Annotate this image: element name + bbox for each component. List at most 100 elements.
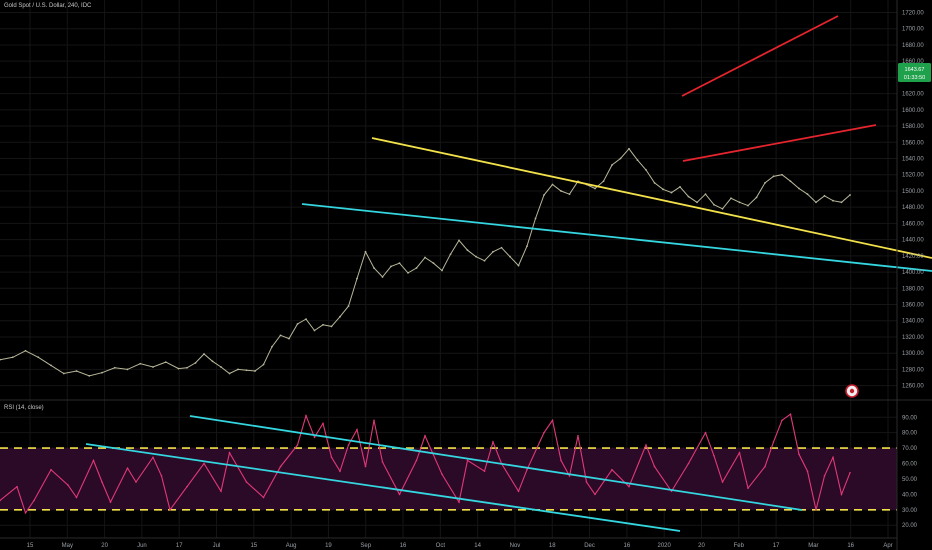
rsi-point [568,475,571,477]
price-point [594,187,596,190]
rsi-point [228,451,231,454]
price-axis-tick: 1360.00 [902,303,924,309]
time-axis-tick: 14 [474,543,481,549]
rising-wedge-upper-red[interactable] [681,15,839,97]
price-point [730,197,732,200]
rsi-point [849,471,851,474]
rsi-axis-tick: 50.00 [902,477,918,483]
price-point [560,190,562,192]
price-point [407,271,409,274]
time-axis-tick: 19 [325,543,332,549]
price-point [458,239,460,242]
rsi-point [806,470,809,473]
price-point [11,356,14,359]
rising-wedge-lower-red[interactable] [682,124,877,162]
descending-trendline-yellow[interactable] [371,137,932,259]
time-axis-tick: 20 [698,543,705,549]
rsi-point [220,490,222,493]
rsi-point [611,468,613,471]
rsi-point [585,481,588,483]
rsi-point [789,413,792,415]
price-point [823,194,826,197]
price-point [347,305,350,308]
rsi-point [551,419,554,422]
price-axis-tick: 1280.00 [902,367,924,373]
price-axis-tick: 1260.00 [902,384,924,390]
rsi-point [738,451,741,454]
price-point [237,368,239,371]
price-point [526,245,528,248]
rsi-point [245,481,248,483]
time-axis-tick: Mar [808,543,818,549]
price-point [330,325,333,328]
price-point [721,207,724,210]
price-axis-tick: 1660.00 [902,59,924,65]
rsi-data-points [0,413,851,514]
price-point [492,250,494,253]
price-data-points [0,147,851,377]
rsi-legend[interactable]: RSI (14, close) [4,405,44,411]
price-point [662,188,664,191]
rsi-lower-trendline-cyan[interactable] [85,443,681,532]
rsi-point [92,459,95,462]
price-point [713,203,715,206]
rsi-point [832,456,834,459]
price-point [152,366,154,368]
price-axis-tick: 1700.00 [902,27,924,33]
rsi-point [347,444,350,446]
rsi-point [560,459,562,462]
price-point [37,356,40,359]
price-point [24,349,27,352]
time-axis-tick: Feb [734,543,745,549]
price-point [288,337,290,340]
price-axis-tick: 1400.00 [902,270,924,276]
rsi-point [356,428,358,431]
time-axis-tick: Sep [360,543,371,549]
price-badge-countdown: 01:33:50 [904,75,925,81]
price-point [139,362,142,365]
price-point [449,253,452,256]
price-point [271,345,273,348]
price-point [568,193,571,196]
price-point [262,363,265,366]
rsi-upper-trendline-cyan[interactable] [189,415,803,511]
time-axis-tick: Apr [883,543,892,549]
price-point [0,358,1,361]
price-point [441,269,443,272]
price-point [475,255,477,258]
time-axis-tick: Aug [286,543,297,549]
price-point [62,372,65,375]
rsi-point [517,490,520,493]
time-axis-tick: 2020 [657,543,671,549]
event-marker-icon[interactable] [845,384,859,398]
rsi-point [594,493,596,496]
price-point [415,267,418,269]
price-axis-tick: 1520.00 [902,173,924,179]
symbol-legend[interactable]: Gold Spot / U.S. Dollar, 240, IDC [4,3,92,9]
price-point [194,362,197,364]
price-point [840,201,843,204]
price-axis-tick: 1320.00 [902,335,924,341]
price-point [509,255,511,258]
price-point [113,366,116,369]
support-trendline-cyan[interactable] [301,203,932,272]
price-point [832,199,834,202]
rsi-point [16,485,18,488]
price-point [653,181,656,184]
rsi-point [526,468,528,471]
price-point [764,181,766,184]
time-axis-labels[interactable]: 15 May 20 Jun 17 Jul 15 Aug 19 Sep 16 Oct 14 Nov 18 Dec… [27,543,893,549]
rsi-point [373,419,375,422]
rsi-point [203,462,205,465]
time-axis-tick: 15 [27,543,34,549]
price-point [534,217,537,220]
price-point [517,264,520,267]
price-point [50,364,52,367]
price-point [177,367,180,370]
current-price-badge[interactable]: 1643.67 01:33:50 [898,63,931,82]
price-point [254,370,256,372]
rsi-point [381,461,384,463]
price-series-line [0,148,851,377]
rsi-point [50,468,52,471]
